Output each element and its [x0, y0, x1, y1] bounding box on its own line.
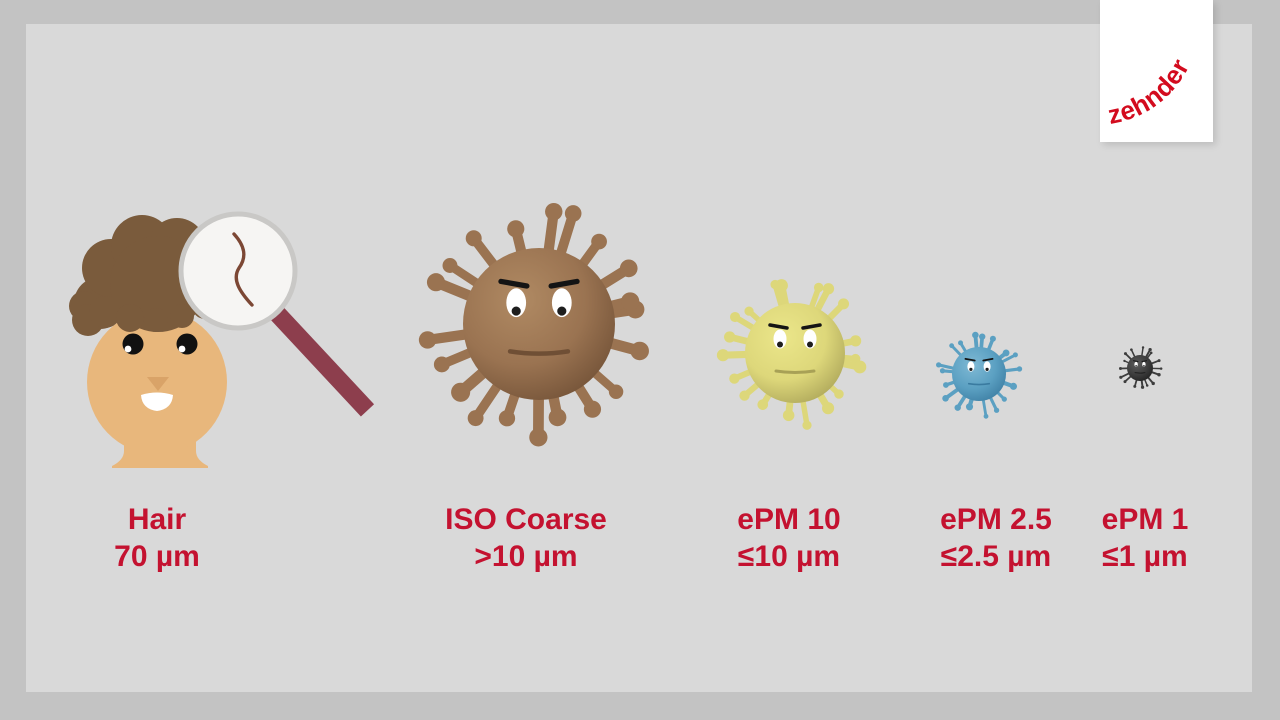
label-epm25-name: ePM 2.5 [940, 503, 1052, 536]
label-iso-coarse: ISO Coarse >10 µm [406, 501, 646, 575]
label-epm10: ePM 10 ≤10 µm [689, 501, 889, 575]
label-epm10-size: ≤10 µm [737, 540, 841, 573]
label-epm1: ePM 1 ≤1 µm [1045, 501, 1245, 575]
label-hair-size: 70 µm [114, 540, 200, 573]
content-canvas [26, 24, 1252, 692]
label-epm1-size: ≤1 µm [1102, 540, 1188, 573]
label-hair: Hair 70 µm [57, 501, 257, 575]
label-iso-coarse-name: ISO Coarse [445, 503, 607, 536]
label-epm25-size: ≤2.5 µm [940, 540, 1052, 573]
zehnder-logo: zehnder [1100, 0, 1213, 142]
label-epm10-name: ePM 10 [737, 503, 841, 536]
zehnder-logo-text: zehnder [1105, 53, 1195, 130]
label-epm25: ePM 2.5 ≤2.5 µm [896, 501, 1096, 575]
label-iso-coarse-size: >10 µm [474, 540, 578, 573]
label-epm1-name: ePM 1 [1101, 503, 1189, 536]
label-hair-name: Hair [127, 503, 187, 536]
